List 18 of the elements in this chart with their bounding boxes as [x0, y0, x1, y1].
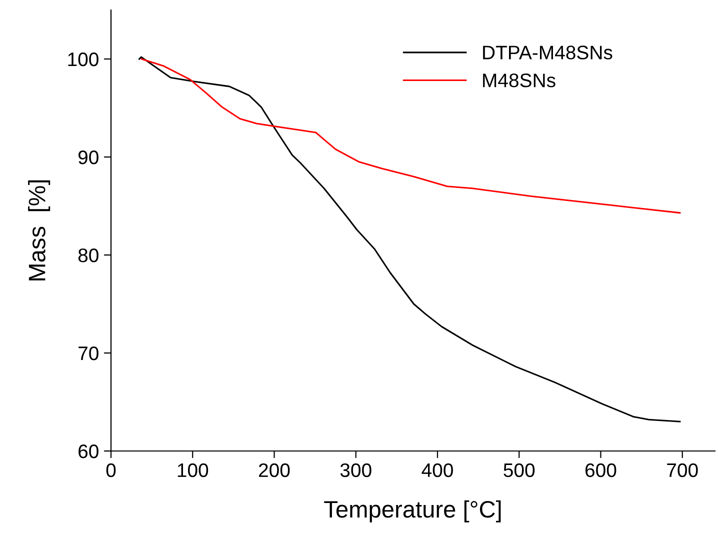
x-tick-label: 600	[586, 463, 616, 478]
y-tick-label: 100	[68, 52, 98, 66]
x-axis-title: Temperature [°C]	[324, 500, 501, 522]
x-tick-label: 500	[504, 463, 535, 478]
y-tick-label: 70	[78, 346, 98, 360]
legend-label: M48SNs	[483, 74, 556, 88]
y-tick-label: 60	[78, 444, 98, 458]
x-tick-label: 400	[422, 463, 453, 478]
line-series	[140, 58, 681, 214]
x-tick-label: 300	[340, 463, 372, 478]
y-axis-title: Mass [%]	[28, 180, 50, 280]
legend-label: DTPA-M48SNs	[483, 46, 612, 60]
x-tick-label: 700	[667, 463, 698, 478]
y-tick-label: 90	[78, 150, 98, 164]
y-tick-label: 80	[78, 248, 98, 262]
x-tick-label: 0	[106, 463, 116, 478]
x-tick-label: 100	[178, 463, 208, 478]
x-tick-label: 200	[259, 463, 290, 478]
